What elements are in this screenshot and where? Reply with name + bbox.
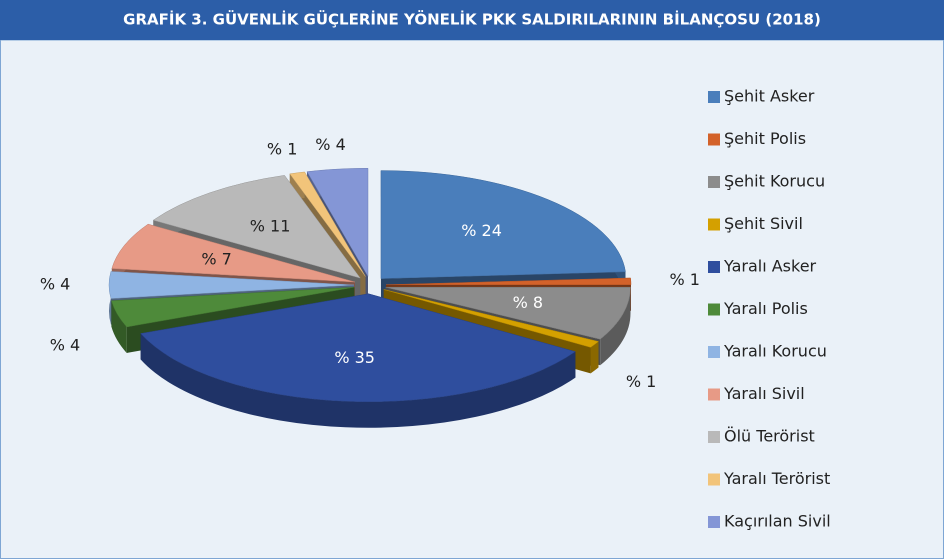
legend-swatch — [708, 176, 720, 188]
slice — [152, 175, 361, 279]
slice — [289, 171, 366, 277]
slice — [108, 271, 355, 299]
chart-title: GRAFİK 3. GÜVENLİK GÜÇLERİNE YÖNELİK PKK… — [123, 10, 821, 29]
data-label: % 24 — [461, 221, 502, 240]
slice — [383, 289, 600, 348]
data-label: % 4 — [40, 275, 70, 294]
data-label: % 35 — [334, 348, 375, 367]
data-label: % 8 — [513, 293, 543, 312]
legend-swatch — [708, 133, 720, 146]
legend-swatch — [708, 91, 720, 103]
legend-swatch — [708, 516, 720, 528]
legend-swatch — [708, 261, 720, 273]
slice-side — [111, 300, 127, 353]
legend-swatch — [708, 346, 720, 358]
legend-label: Yaralı Polis — [723, 299, 808, 318]
legend-label: Şehit Korucu — [724, 172, 825, 191]
data-label: % 1 — [626, 372, 656, 391]
legend-label: Yaralı Korucu — [723, 342, 827, 361]
legend-swatch — [708, 303, 720, 316]
data-label: % 1 — [267, 140, 297, 159]
legend-label: Yaralı Sivil — [723, 384, 805, 403]
legend-label: Şehit Sivil — [724, 214, 803, 233]
slice — [111, 223, 356, 283]
legend-swatch — [708, 388, 720, 401]
legend-swatch — [708, 218, 720, 231]
slice — [380, 170, 626, 279]
legend-label: Şehit Polis — [724, 129, 806, 148]
legend-swatch — [708, 473, 720, 486]
slice-side — [590, 341, 599, 374]
slice — [111, 286, 355, 328]
legend-label: Yaralı Asker — [723, 257, 817, 276]
data-label: % 4 — [50, 335, 80, 354]
data-label: % 4 — [315, 135, 345, 154]
slice — [385, 277, 632, 285]
legend-label: Şehit Asker — [724, 87, 815, 106]
data-label: % 7 — [201, 250, 231, 269]
legend-label: Yaralı Terörist — [723, 469, 830, 488]
slice-side — [140, 333, 576, 428]
slice-side — [600, 287, 631, 366]
slice — [385, 286, 631, 340]
slice — [306, 168, 369, 278]
legend-label: Ölü Terörist — [724, 427, 815, 446]
data-label: % 11 — [250, 216, 291, 235]
data-label: % 1 — [670, 270, 700, 289]
legend-label: Kaçırılan Sivil — [724, 512, 831, 531]
slice — [140, 293, 576, 403]
legend-swatch — [708, 431, 720, 443]
header — [0, 0, 944, 40]
